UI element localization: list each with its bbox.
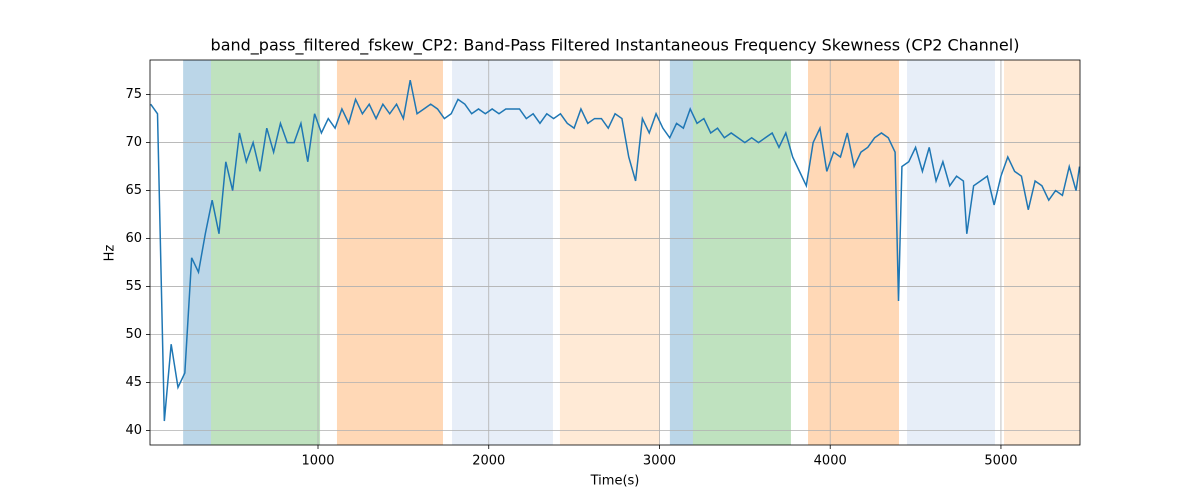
shaded-span bbox=[210, 60, 321, 445]
chart-title: band_pass_filtered_fskew_CP2: Band-Pass … bbox=[211, 36, 1020, 56]
y-tick-label: 50 bbox=[125, 327, 142, 342]
y-tick-label: 45 bbox=[125, 375, 142, 390]
plot-frame bbox=[149, 59, 1081, 446]
shaded-span bbox=[183, 60, 211, 445]
shaded-span bbox=[1004, 60, 1080, 445]
y-tick-label: 55 bbox=[125, 279, 142, 294]
x-tick-label: 5000 bbox=[984, 454, 1017, 469]
shaded-span bbox=[808, 60, 900, 445]
shaded-span bbox=[669, 60, 693, 445]
y-tick-label: 65 bbox=[125, 183, 142, 198]
shaded-span bbox=[907, 60, 995, 445]
data-line bbox=[150, 80, 1081, 422]
y-tick-label: 40 bbox=[125, 423, 142, 438]
shaded-span bbox=[692, 60, 791, 445]
y-tick-label: 70 bbox=[125, 135, 142, 150]
y-tick-label: 60 bbox=[125, 231, 142, 246]
y-axis-label: Hz bbox=[103, 245, 118, 262]
x-tick-label: 1000 bbox=[301, 454, 334, 469]
x-tick-label: 4000 bbox=[814, 454, 847, 469]
x-tick-label: 3000 bbox=[643, 454, 676, 469]
shaded-span bbox=[559, 60, 660, 445]
shaded-span bbox=[336, 60, 443, 445]
x-axis-label: Time(s) bbox=[590, 474, 640, 489]
shaded-span bbox=[452, 60, 553, 445]
x-tick-label: 2000 bbox=[472, 454, 505, 469]
y-tick-label: 75 bbox=[125, 87, 142, 102]
